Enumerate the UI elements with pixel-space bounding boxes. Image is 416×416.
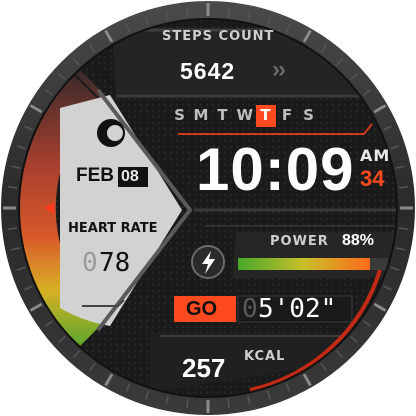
bezel-tick <box>335 58 344 66</box>
pace-leading-digit: 0 <box>242 294 258 324</box>
bezel-tick <box>383 285 392 291</box>
bezel-tick <box>302 29 312 43</box>
time-ampm: AM <box>360 146 391 165</box>
calories-value: 257 <box>182 353 226 383</box>
bezel-tick <box>383 125 392 131</box>
bezel-tick <box>125 383 131 392</box>
bezel-tick <box>285 383 291 392</box>
bezel-tick <box>335 350 344 358</box>
weekday-0: S <box>174 106 186 124</box>
bezel-tick <box>24 125 33 131</box>
time-value: 10:09 <box>196 136 355 203</box>
weekday-3: W <box>236 106 255 124</box>
heart-zone-tick <box>92 58 118 90</box>
bezel-tick <box>390 266 400 271</box>
date-day-box <box>118 167 148 187</box>
bezel-ticks <box>3 3 413 413</box>
bezel-tick <box>11 247 21 251</box>
bezel-tick <box>29 104 43 114</box>
bezel-tick <box>16 266 26 271</box>
bezel-tick <box>16 145 26 150</box>
bezel-tick <box>266 16 271 26</box>
bezel-tick <box>89 362 96 372</box>
bezel-tick <box>8 186 18 189</box>
bezel-tick <box>72 350 81 358</box>
bezel-tick <box>227 398 230 408</box>
pace-value: 5'02" <box>258 294 337 324</box>
go-badge <box>174 296 236 322</box>
power-level-bar <box>238 258 370 270</box>
moon-phase-icon <box>97 119 125 147</box>
time-seconds: 34 <box>360 166 385 191</box>
heart-rate-leading-digit: 0 <box>82 248 98 278</box>
bezel-tick <box>186 398 189 408</box>
bezel-tick <box>373 104 387 114</box>
weekday-2: T <box>217 106 229 124</box>
bezel-tick <box>398 186 408 189</box>
bezel-tick <box>104 29 114 43</box>
bezel-tick <box>350 72 358 81</box>
steps-label: STEPS COUNT <box>162 29 275 44</box>
bezel-tick <box>302 373 312 387</box>
bezel-tick <box>58 72 66 81</box>
bezel-tick <box>227 8 230 18</box>
bezel-tick <box>362 89 372 96</box>
bezel-tick <box>8 227 18 230</box>
steps-value: 5642 <box>180 58 236 84</box>
bezel-tick <box>165 11 169 21</box>
lightning-bolt-icon <box>202 251 215 274</box>
bezel-tick <box>125 24 131 33</box>
calories-unit: KCAL <box>244 349 286 364</box>
bezel-tick <box>373 302 387 312</box>
bezel-tick <box>44 320 54 327</box>
bezel-tick <box>362 320 372 327</box>
heart-rate-label: HEART RATE <box>68 221 158 236</box>
bezel-tick <box>44 89 54 96</box>
bezel-tick <box>247 11 251 21</box>
heart-zone-tick <box>74 74 103 103</box>
bezel-tick <box>11 165 21 169</box>
bezel-tick <box>395 247 405 251</box>
bezel-tick <box>145 16 150 26</box>
bezel-tick <box>24 285 33 291</box>
weekday-5: F <box>281 106 294 124</box>
heart-rate-value: 78 <box>99 248 131 278</box>
date-day: 08 <box>121 168 139 185</box>
bezel-tick <box>89 44 96 54</box>
bezel-tick <box>165 395 169 405</box>
weekday-4: T <box>260 106 272 124</box>
weekday-highlight <box>256 105 276 127</box>
go-label: GO <box>186 298 218 320</box>
heart-rate-zone-band <box>20 70 106 346</box>
power-label: POWER <box>270 234 329 249</box>
bezel-tick <box>395 165 405 169</box>
bezel-tick <box>145 390 150 400</box>
bezel-tick <box>29 302 43 312</box>
bezel-tick <box>266 390 271 400</box>
bezel-tick <box>350 335 358 344</box>
date-month: FEB <box>76 165 114 186</box>
steps-arrows: ›› <box>272 56 286 83</box>
weekday-6: S <box>303 106 315 124</box>
power-percent: 88% <box>342 232 375 249</box>
bezel-tick <box>58 335 66 344</box>
heart-zone-pointer <box>44 202 54 214</box>
calories-panel <box>150 334 360 392</box>
bezel-tick <box>285 24 291 33</box>
left-info-panel <box>60 95 182 326</box>
bezel-tick <box>247 395 251 405</box>
bezel-tick <box>398 227 408 230</box>
bezel-tick <box>72 58 81 66</box>
bezel-tick <box>320 362 327 372</box>
bezel-tick <box>320 44 327 54</box>
bezel-tick <box>390 145 400 150</box>
bezel-tick <box>186 8 189 18</box>
weekday-1: M <box>193 106 210 124</box>
bezel-tick <box>104 373 114 387</box>
